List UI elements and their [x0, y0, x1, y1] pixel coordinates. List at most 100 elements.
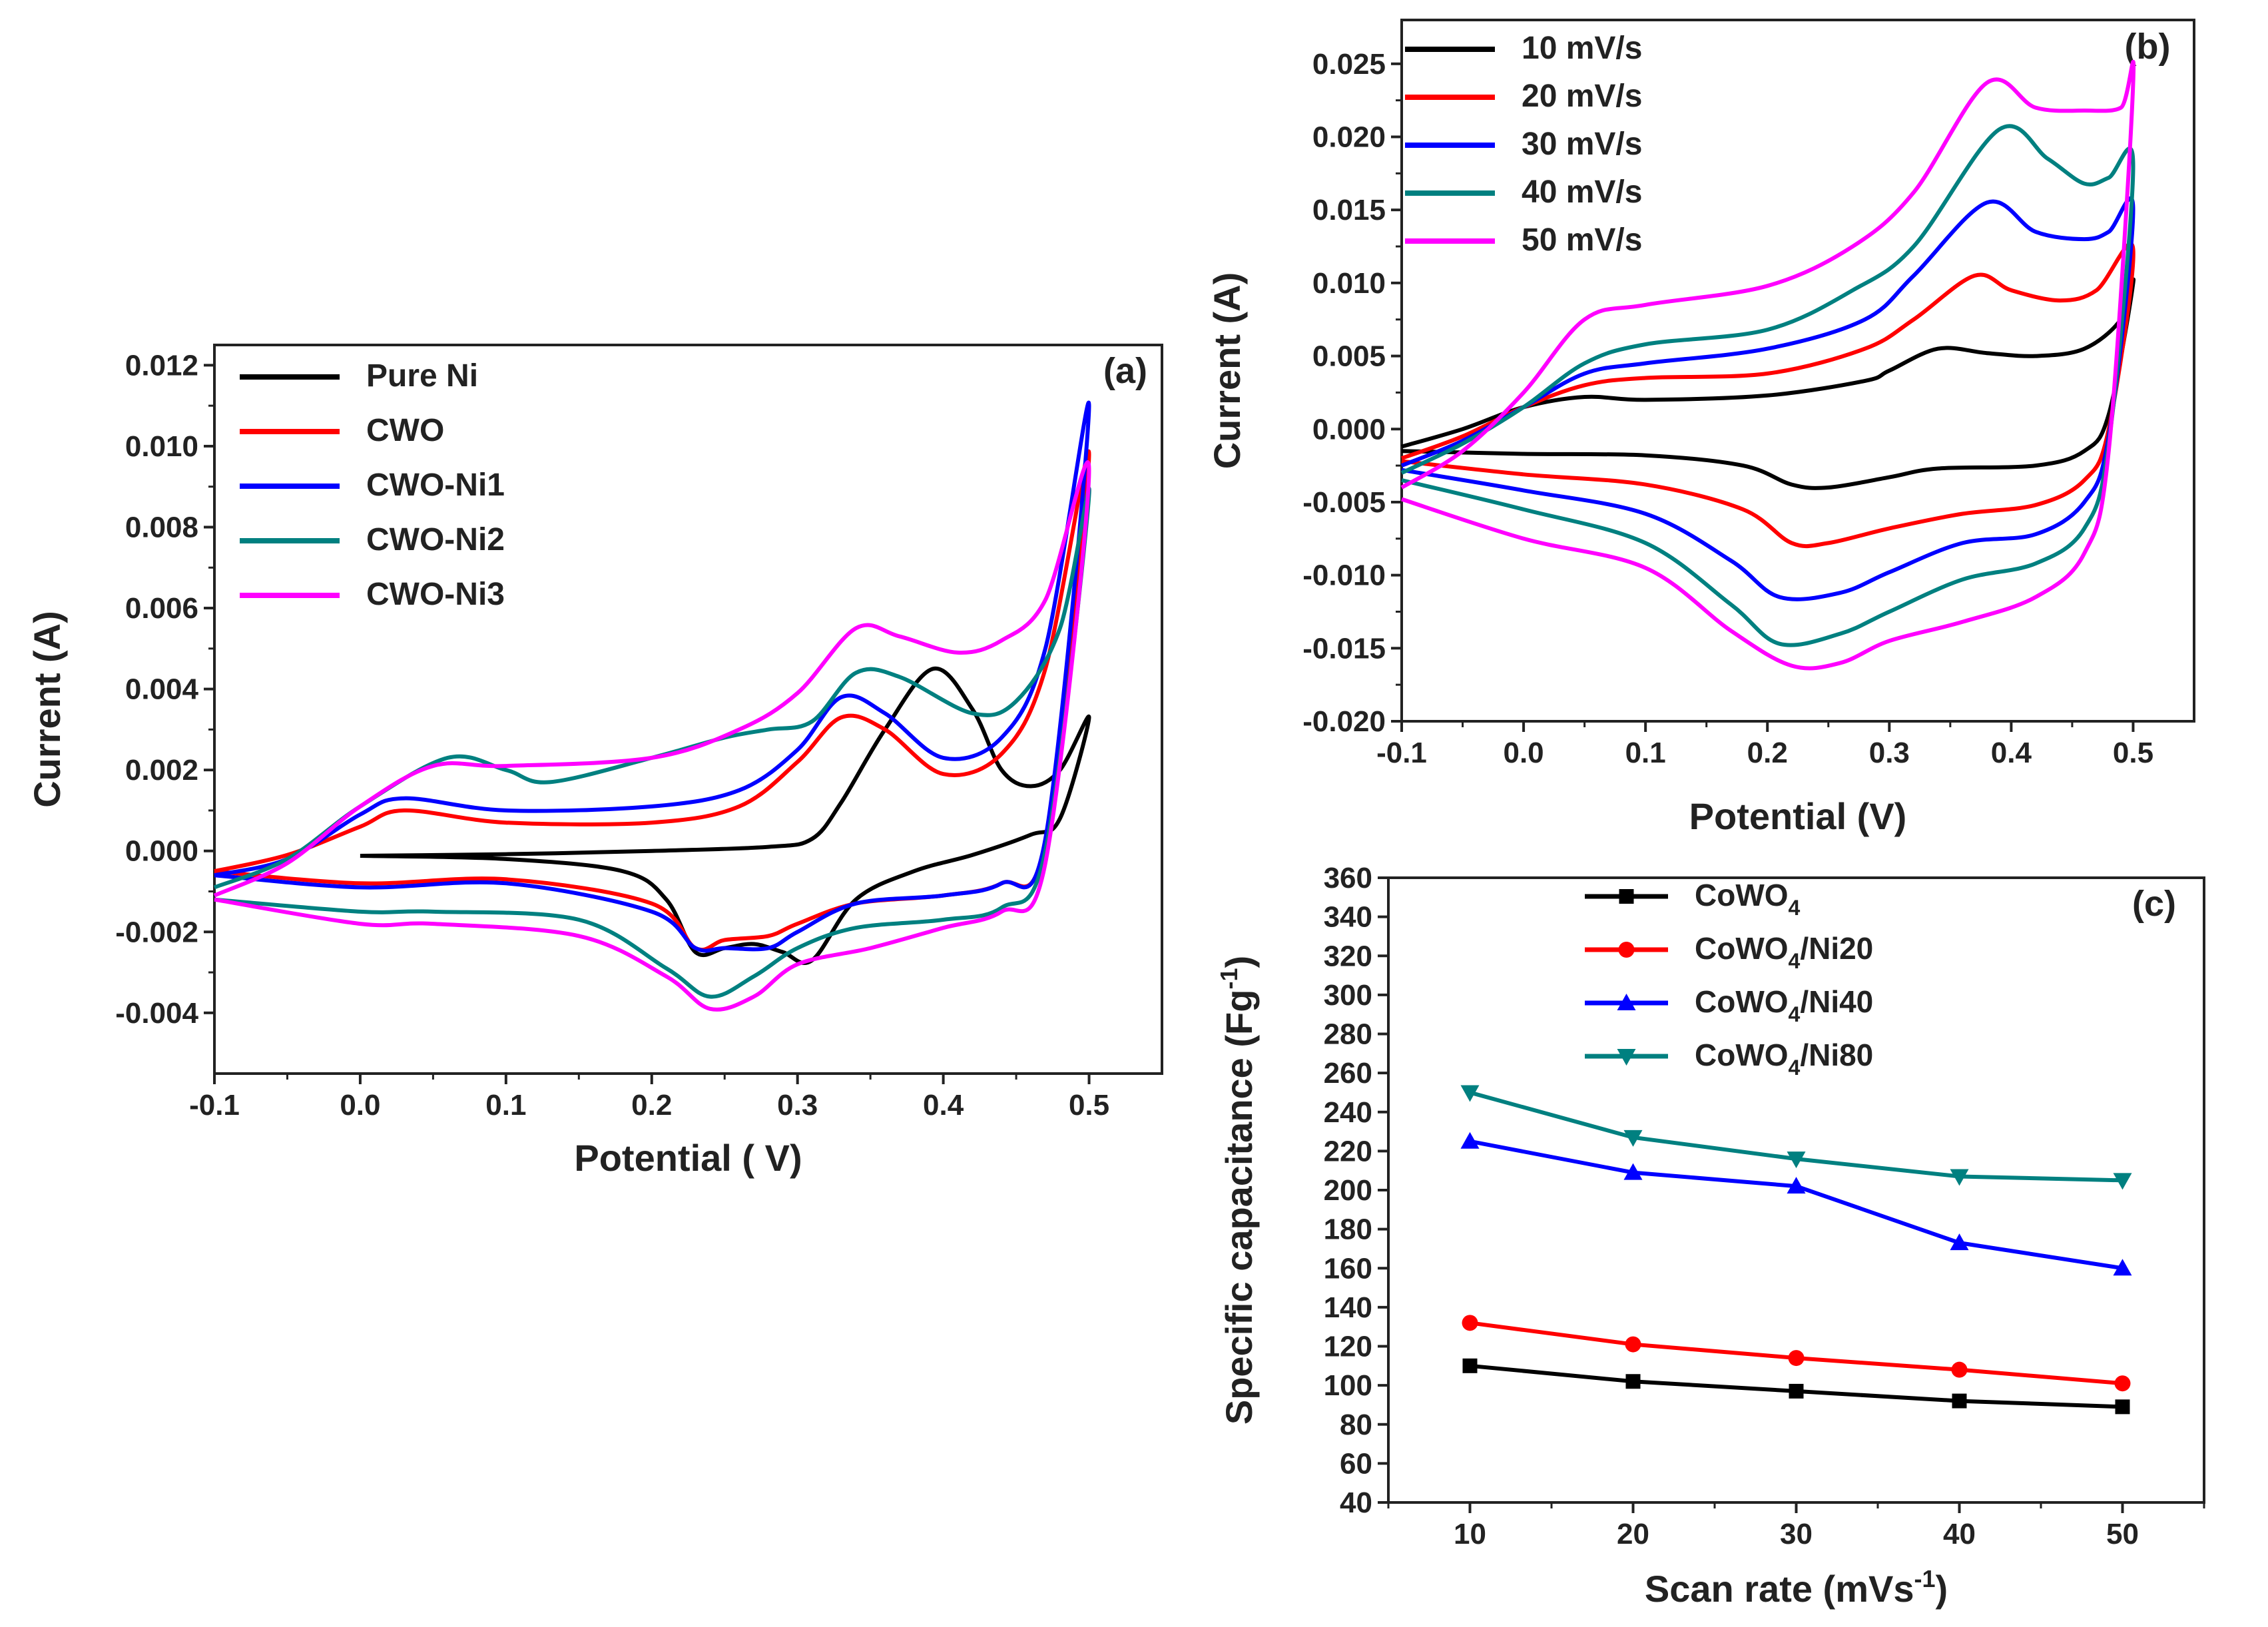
y-tick-label: 120: [1324, 1331, 1372, 1363]
y-tick-label: 340: [1324, 901, 1372, 934]
cv-curve-cwo-ni3: [213, 460, 1091, 1012]
data-point: [2114, 1375, 2131, 1392]
x-tick-label: 40: [1943, 1518, 1976, 1550]
legend-label: CoWO4/Ni40: [1695, 984, 1873, 1026]
legend-label: CWO-Ni2: [366, 522, 505, 557]
y-tick-label: 0.010: [1312, 267, 1386, 300]
data-point: [1625, 1336, 1641, 1353]
x-tick-label: -0.1: [189, 1089, 240, 1122]
x-axis-title: Potential ( V): [574, 1137, 802, 1179]
data-point: [1789, 1383, 1804, 1399]
y-tick-label: 0.008: [125, 511, 198, 544]
y-tick-label: -0.010: [1302, 559, 1386, 592]
panel-label: (b): [2125, 27, 2171, 67]
chart-panel-b: -0.020 -0.015 -0.010 -0.005 0.000 0.005 0.010 0…: [1206, 19, 2195, 837]
data-point: [1951, 1361, 1968, 1378]
legend-label: 50 mV/s: [1522, 222, 1642, 258]
legend-label: CWO: [366, 413, 444, 448]
y-tick-label: 0.025: [1312, 48, 1386, 81]
y-axis-title: Specific capacitance (Fg-1): [1215, 956, 1260, 1425]
data-point: [1462, 1315, 1478, 1331]
y-tick-label: -0.004: [115, 997, 198, 1030]
legend-label: 10 mV/s: [1522, 31, 1642, 66]
legend-label: CoWO4/Ni80: [1695, 1038, 1873, 1080]
x-tick-label: 0.0: [1503, 737, 1544, 769]
legend-label: CoWO4: [1695, 878, 1801, 920]
y-axis-title: Current (A): [26, 611, 68, 808]
chart-panel-c: 40 60 80 100 120 140 160 180 200 220 240 260 280 300 3…: [1215, 862, 2205, 1610]
cv-curve-50-mv-s: [1400, 59, 2136, 671]
data-point: [1617, 994, 1636, 1010]
data-point: [1460, 1085, 1480, 1102]
x-tick-label: 0.2: [1747, 737, 1788, 769]
y-tick-label: 360: [1324, 862, 1372, 894]
y-tick-label: 140: [1324, 1291, 1372, 1324]
y-axis-title: Current (A): [1206, 272, 1248, 470]
cv-curve-cwo-ni2: [213, 486, 1091, 999]
y-tick-label: 260: [1324, 1057, 1372, 1090]
x-tick-label: 0.3: [1869, 737, 1910, 769]
y-tick-label: -0.005: [1302, 486, 1386, 519]
data-point: [1625, 1374, 1641, 1389]
legend-label: Pure Ni: [366, 358, 478, 394]
cv-curve-40-mv-s: [1400, 124, 2135, 647]
chart-panel-a: -0.004 -0.002 0.000 0.002 0.004 0.006 0.008 0.0…: [26, 344, 1163, 1179]
y-tick-label: 200: [1324, 1174, 1372, 1207]
data-point: [1619, 889, 1634, 904]
x-axis-title: Scan rate (mVs-1): [1645, 1565, 1948, 1610]
x-tick-label: 0.0: [340, 1089, 380, 1122]
y-tick-label: 0.006: [125, 592, 198, 625]
y-tick-label: -0.002: [115, 916, 198, 948]
y-tick-label: 0.020: [1312, 121, 1386, 154]
plot-frame: [213, 344, 1163, 1075]
y-tick-label: -0.020: [1302, 705, 1386, 738]
x-tick-label: 50: [2106, 1518, 2139, 1550]
x-tick-label: 0.5: [1069, 1089, 1109, 1122]
x-tick-label: 0.5: [2113, 737, 2153, 769]
x-tick-label: 0.1: [485, 1089, 526, 1122]
x-tick-label: -0.1: [1376, 737, 1427, 769]
y-tick-label: 220: [1324, 1135, 1372, 1167]
cv-curve-30-mv-s: [1400, 196, 2135, 601]
data-point: [1950, 1233, 1969, 1251]
data-point: [2113, 1173, 2132, 1190]
panel-label: (a): [1103, 351, 1147, 391]
cv-curve-pure-ni: [360, 667, 1091, 966]
data-point: [1788, 1350, 1805, 1367]
y-tick-label: 100: [1324, 1369, 1372, 1402]
y-tick-label: 0.012: [125, 349, 198, 382]
legend-label: CoWO4/Ni20: [1695, 931, 1873, 973]
x-tick-label: 0.3: [777, 1089, 818, 1122]
y-tick-label: 0.015: [1312, 194, 1386, 226]
y-tick-label: 0.000: [1312, 413, 1386, 446]
y-tick-label: 180: [1324, 1213, 1372, 1246]
y-tick-label: 280: [1324, 1018, 1372, 1051]
data-point: [2115, 1399, 2130, 1415]
x-tick-label: 0.1: [1625, 737, 1666, 769]
x-tick-label: 0.4: [923, 1089, 964, 1122]
y-tick-label: 0.004: [125, 673, 199, 706]
legend-label: 20 mV/s: [1522, 79, 1642, 114]
legend-label: CWO-Ni1: [366, 468, 505, 503]
data-point: [1623, 1130, 1643, 1147]
x-tick-label: 0.2: [631, 1089, 672, 1122]
data-point: [1623, 1163, 1643, 1180]
data-point: [1787, 1151, 1806, 1169]
y-tick-label: 0.002: [125, 754, 198, 787]
plot-frame: [1400, 19, 2195, 723]
data-point: [2113, 1259, 2132, 1276]
y-tick-label: 0.010: [125, 430, 198, 463]
x-tick-label: 10: [1454, 1518, 1486, 1550]
y-tick-label: 0.005: [1312, 340, 1386, 373]
x-tick-label: 0.4: [1991, 737, 2032, 769]
legend-label: 30 mV/s: [1522, 127, 1642, 162]
y-tick-label: 60: [1340, 1447, 1372, 1480]
cv-curve-cwo-ni1: [214, 400, 1091, 953]
data-point: [1617, 1049, 1636, 1066]
y-tick-label: 160: [1324, 1252, 1372, 1285]
data-point: [1460, 1132, 1480, 1149]
data-point: [1950, 1169, 1969, 1186]
y-tick-label: 0.000: [125, 835, 198, 868]
data-point: [1787, 1177, 1806, 1194]
